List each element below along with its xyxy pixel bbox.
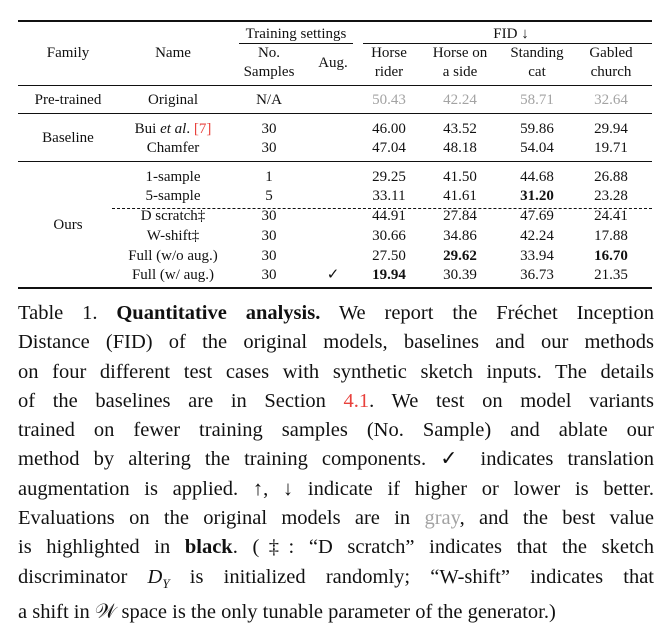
- family-pretrained: Pre-trained: [34, 92, 102, 108]
- fid-value: 29.94: [594, 121, 628, 137]
- header-no: No.: [257, 45, 281, 61]
- caption-line: Table 1. Quantitative analysis. We repor…: [18, 302, 654, 324]
- header-gabled-church-2: church: [590, 64, 632, 80]
- table-caption: Table 1. Quantitative analysis. We repor…: [18, 299, 654, 627]
- row-name: Full (w/ aug.): [131, 267, 215, 283]
- fid-value: 23.28: [594, 188, 628, 204]
- caption-line: a shift in 𝒲 space is the only tunable p…: [18, 601, 556, 624]
- fid-value: 27.50: [372, 248, 406, 264]
- header-gabled-church-1: Gabled: [589, 45, 633, 61]
- caption-line: Distance (FID) of the original models, b…: [18, 331, 654, 354]
- row-samples: N/A: [256, 92, 282, 108]
- row-name: D scratch‡: [140, 208, 206, 224]
- fid-value: 47.69: [520, 208, 554, 224]
- fid-value: 44.91: [372, 208, 406, 224]
- row-name-bui: Bui et al. [7]: [134, 121, 212, 137]
- fid-value: 27.84: [443, 208, 477, 224]
- fid-value: 29.25: [372, 169, 406, 185]
- header-fid: FID ↓: [493, 26, 529, 42]
- fid-value-best: 29.62: [443, 248, 477, 264]
- header-horse-side-2: a side: [442, 64, 478, 80]
- fid-value: 42.24: [520, 228, 554, 244]
- fid-value-best: 16.70: [594, 248, 628, 264]
- aug-checkmark: ✓: [326, 267, 340, 283]
- fid-value-best: 31.20: [520, 188, 554, 204]
- fid-value: 24.41: [594, 208, 628, 224]
- caption-line: discriminator DY is initialized randomly…: [18, 565, 654, 591]
- fid-value: 36.73: [520, 267, 554, 283]
- header-training-settings: Training settings: [245, 26, 347, 42]
- caption-line: Evaluations on the original models are i…: [18, 507, 655, 530]
- fid-value: 26.88: [594, 169, 628, 185]
- header-horse-side-1: Horse on: [432, 45, 488, 61]
- header-horse-rider-1: Horse: [371, 45, 407, 61]
- fid-value: 46.00: [372, 121, 406, 137]
- fid-value: 34.86: [443, 228, 477, 244]
- fid-value: 19.71: [594, 140, 628, 156]
- caption-line: augmentation is applied. ↑, ↓ indicate i…: [18, 477, 654, 500]
- row-samples: 5: [265, 188, 273, 204]
- fid-value: 32.64: [594, 92, 628, 108]
- section-rule: [18, 113, 652, 114]
- header-horse-rider-2: rider: [374, 64, 404, 80]
- header-rule: [18, 85, 652, 86]
- fid-value: 41.50: [443, 169, 477, 185]
- fid-value: 33.94: [520, 248, 554, 264]
- row-samples: 30: [261, 248, 277, 264]
- fid-value: 42.24: [443, 92, 477, 108]
- fid-rule: [363, 43, 652, 44]
- row-samples: 30: [261, 140, 277, 156]
- row-name: Original: [148, 92, 198, 108]
- fid-value: 59.86: [520, 121, 554, 137]
- caption-line: method by altering the training componen…: [18, 448, 654, 471]
- caption-line: on four different test cases with synthe…: [18, 360, 654, 383]
- results-table: Training settings FID ↓ Family Name No. …: [0, 0, 670, 300]
- fid-value: 17.88: [594, 228, 628, 244]
- family-baseline: Baseline: [42, 130, 94, 146]
- fid-value: 48.18: [443, 140, 477, 156]
- caption-line: trained on fewer training samples (No. S…: [18, 419, 654, 442]
- fid-value: 30.66: [372, 228, 406, 244]
- fid-value: 47.04: [372, 140, 406, 156]
- header-aug: Aug.: [318, 55, 348, 71]
- row-samples: 30: [261, 267, 277, 283]
- section-rule: [18, 161, 652, 162]
- fid-value: 54.04: [520, 140, 554, 156]
- header-samples: Samples: [243, 64, 295, 80]
- row-name: 5-sample: [145, 188, 201, 204]
- fid-value: 21.35: [594, 267, 628, 283]
- fid-value: 58.71: [520, 92, 554, 108]
- citation-link[interactable]: [7]: [193, 121, 212, 137]
- fid-value: 44.68: [520, 169, 554, 185]
- fid-value: 50.43: [372, 92, 406, 108]
- section-link[interactable]: 4.1: [343, 389, 370, 412]
- row-name: W-shift‡: [146, 228, 200, 244]
- top-rule: [18, 20, 652, 22]
- dashed-separator: [112, 208, 652, 209]
- header-name: Name: [155, 45, 191, 61]
- header-standing-cat-1: Standing: [510, 45, 564, 61]
- fid-value: 43.52: [443, 121, 477, 137]
- bottom-rule: [18, 287, 652, 289]
- caption-line: of the baselines are in Section 4.1. We …: [18, 389, 654, 412]
- row-name: Full (w/o aug.): [128, 248, 218, 264]
- fid-value: 30.39: [443, 267, 477, 283]
- caption-line: is highlighted in black. (‡: “D scratch”…: [18, 536, 654, 559]
- family-ours: Ours: [53, 217, 83, 233]
- row-name: 1-sample: [145, 169, 201, 185]
- training-settings-rule: [239, 43, 353, 44]
- fid-value-best: 19.94: [372, 267, 406, 283]
- header-standing-cat-2: cat: [528, 64, 546, 80]
- row-samples: 30: [261, 228, 277, 244]
- fid-value: 41.61: [443, 188, 477, 204]
- row-samples: 30: [261, 208, 277, 224]
- row-samples: 1: [265, 169, 273, 185]
- row-name: Chamfer: [146, 140, 200, 156]
- row-samples: 30: [261, 121, 277, 137]
- fid-value: 33.11: [372, 188, 406, 204]
- header-family: Family: [46, 45, 90, 61]
